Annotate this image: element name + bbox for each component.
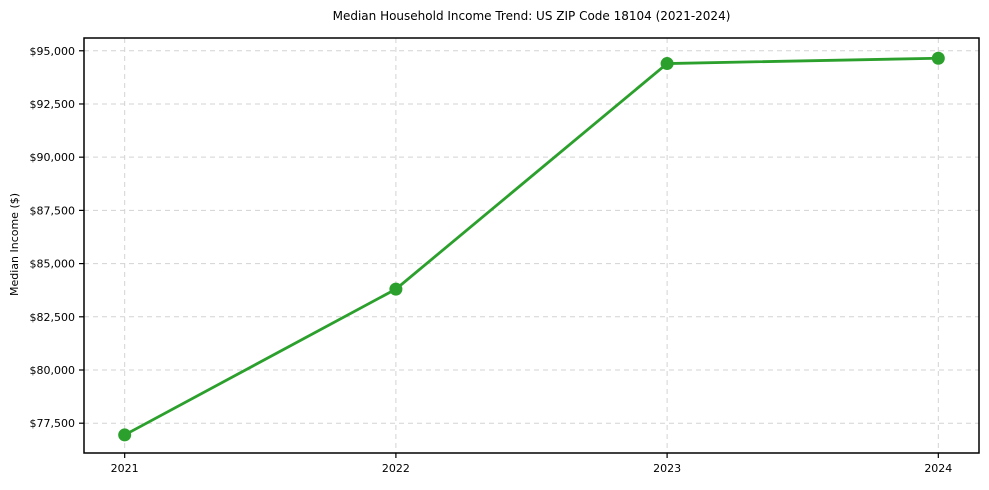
data-point-2021: [118, 428, 132, 442]
x-tick-label: 2021: [111, 462, 139, 475]
data-point-2022: [389, 282, 403, 296]
axes-spines: [83, 37, 980, 454]
x-tick-label: 2023: [653, 462, 681, 475]
x-tick-label: 2022: [382, 462, 410, 475]
y-tick-label: $82,500: [30, 311, 76, 324]
trend-line: [123, 56, 940, 437]
chart-title: Median Household Income Trend: US ZIP Co…: [332, 9, 731, 23]
y-tick-label: $85,000: [30, 258, 76, 271]
data-point-2024: [931, 51, 945, 65]
y-tick-label: $77,500: [30, 417, 76, 430]
y-tick-label: $90,000: [30, 151, 76, 164]
y-tick-label: $80,000: [30, 364, 76, 377]
plot-background: [84, 38, 979, 453]
data-point-2023: [660, 57, 674, 71]
y-tick-label: $92,500: [30, 98, 76, 111]
x-tick-label: 2024: [924, 462, 952, 475]
y-tick-label: $87,500: [30, 204, 76, 217]
y-tick-label: $95,000: [30, 45, 76, 58]
